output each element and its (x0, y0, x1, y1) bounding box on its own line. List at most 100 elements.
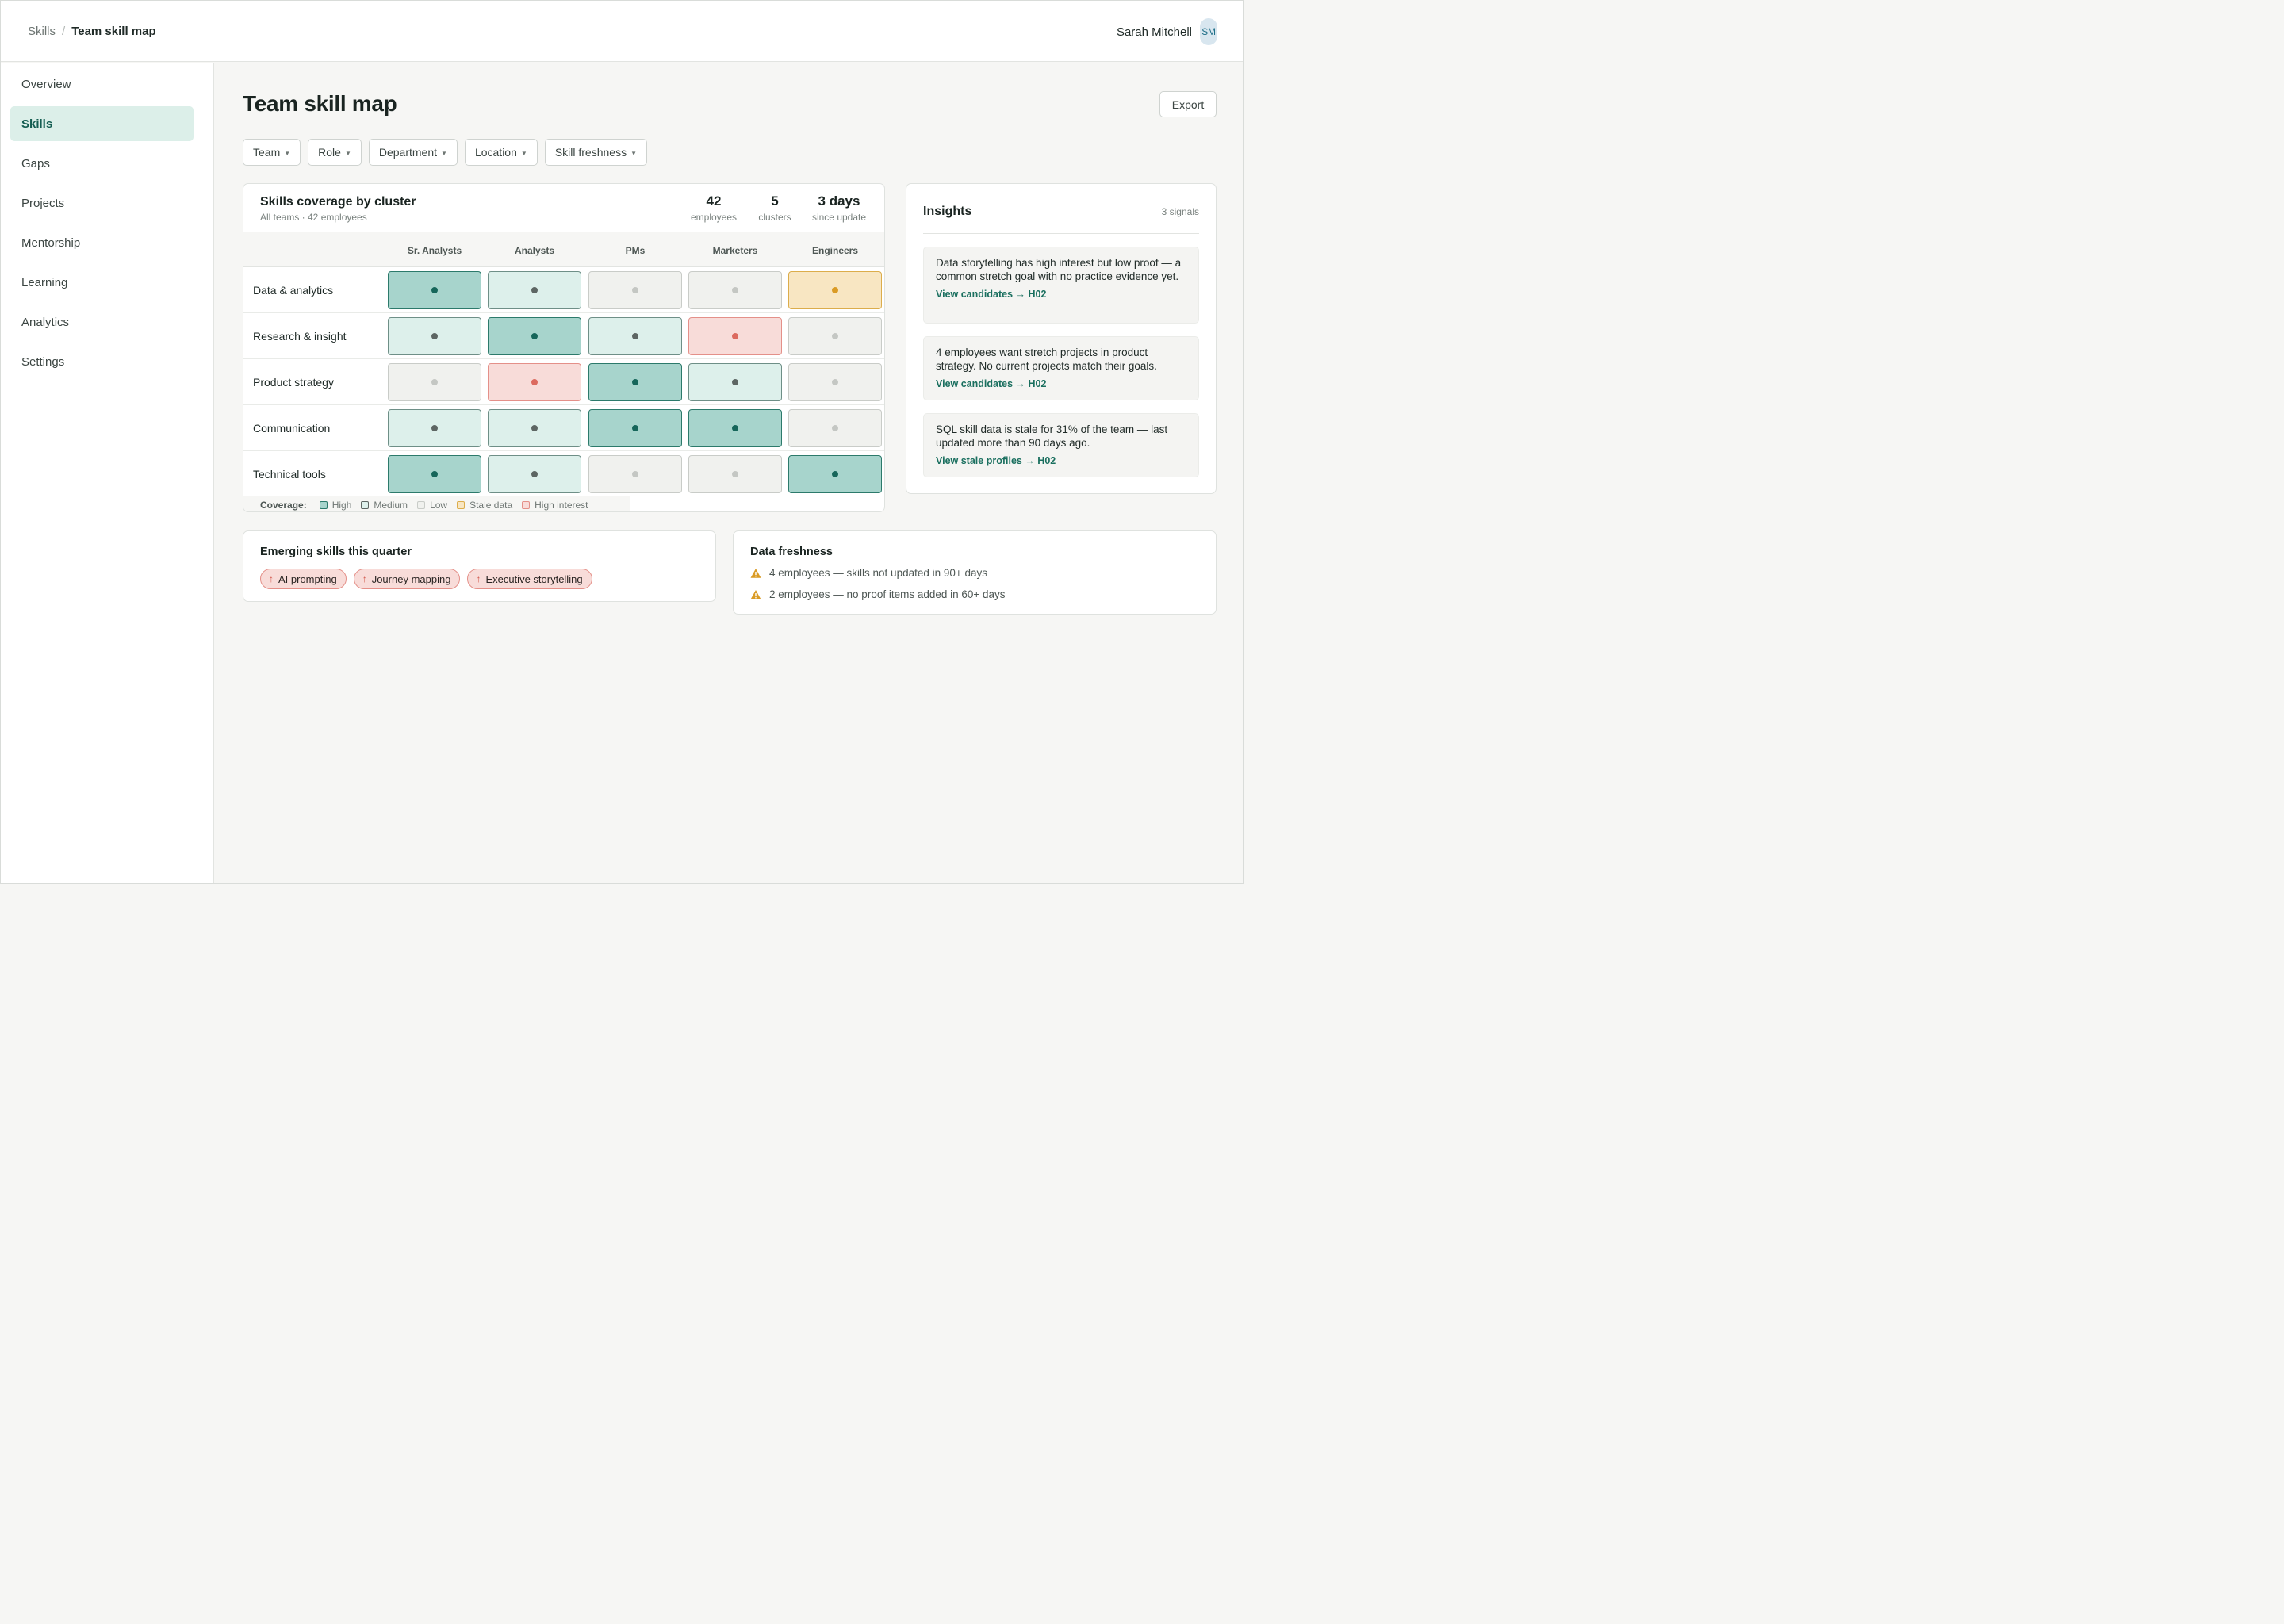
filter-label: Role (318, 146, 341, 159)
sidebar-item-projects[interactable]: Projects (21, 196, 65, 210)
heatmap-row: Data & analytics (243, 267, 884, 313)
sidebar-item-learning[interactable]: Learning (21, 275, 68, 289)
sidebar-item-skills[interactable]: Skills (10, 106, 194, 141)
sidebar-item-analytics[interactable]: Analytics (21, 315, 70, 329)
cell-dot (732, 287, 738, 293)
freshness-item: 4 employees — skills not updated in 90+ … (750, 567, 987, 579)
filter-skill-freshness[interactable]: Skill freshness ▼ (544, 139, 647, 166)
heatmap-cell[interactable] (588, 455, 682, 493)
filter-department[interactable]: Department ▼ (368, 139, 458, 166)
freshness-item: 2 employees — no proof items added in 60… (750, 588, 1006, 600)
heatmap-cell[interactable] (588, 317, 682, 355)
breadcrumb-root-link[interactable]: Skills (28, 25, 56, 38)
heatmap-cell[interactable] (488, 271, 581, 309)
caret-down-icon: ▼ (344, 149, 351, 157)
breadcrumb-current: Team skill map (71, 25, 156, 38)
heatmap-row: Research & insight (243, 313, 884, 359)
filter-label: Skill freshness (554, 146, 627, 159)
heatmap-cell[interactable] (688, 455, 782, 493)
heatmap-cell[interactable] (788, 409, 882, 447)
heatmap-cell[interactable] (388, 409, 481, 447)
top-header: Skills / Team skill map Sarah Mitchell S… (1, 1, 1243, 62)
heatmap-cell[interactable] (788, 363, 882, 401)
heatmap-cell[interactable] (388, 317, 481, 355)
heatmap-row: Product strategy (243, 359, 884, 405)
filter-role[interactable]: Role ▼ (308, 139, 362, 166)
export-button[interactable]: Export (1159, 91, 1217, 117)
stat-clusters: 5 clusters (751, 193, 799, 223)
legend-swatch (417, 500, 426, 509)
heatmap-cell[interactable] (388, 455, 481, 493)
heatmap-cell[interactable] (688, 409, 782, 447)
divider (923, 233, 1199, 234)
cell-dot (632, 379, 638, 385)
legend-item-low: Low (417, 500, 447, 511)
heatmap-cell[interactable] (788, 271, 882, 309)
heatmap-cell[interactable] (688, 271, 782, 309)
heatmap-row: Communication (243, 405, 884, 451)
insights-panel: Insights 3 signals Data storytelling has… (906, 183, 1217, 494)
data-freshness-card: Data freshness 4 employees — skills not … (733, 530, 1217, 615)
filter-location[interactable]: Location ▼ (464, 139, 538, 166)
heatmap-cell[interactable] (588, 363, 682, 401)
stat-value: 42 (706, 193, 722, 209)
heatmap-column-header: Sr. Analysts Analysts PMs Marketers Engi… (243, 232, 884, 267)
view-candidates-link[interactable]: View candidates → H02 (936, 378, 1047, 389)
sidebar-item-overview[interactable]: Overview (21, 77, 71, 91)
sidebar-item-settings[interactable]: Settings (21, 354, 65, 369)
sidebar-item-gaps[interactable]: Gaps (21, 156, 50, 170)
heatmap-cell[interactable] (388, 363, 481, 401)
sidebar: Overview Skills Gaps Projects Mentorship… (1, 63, 214, 883)
legend-label: Coverage: (260, 499, 307, 511)
sidebar-item-mentorship[interactable]: Mentorship (21, 236, 81, 250)
insight-text: 4 employees want stretch projects in pro… (936, 347, 1157, 372)
column-header: Marketers (712, 245, 758, 256)
heatmap-cell[interactable] (488, 317, 581, 355)
stat-since-update: 3 days since update (807, 193, 872, 223)
heatmap-cell[interactable] (488, 409, 581, 447)
insights-count: 3 signals (1161, 206, 1199, 217)
heatmap-cell[interactable] (788, 455, 882, 493)
skills-coverage-card: Skills coverage by cluster All teams · 4… (243, 183, 885, 512)
cell-dot (832, 425, 838, 431)
legend-item-medium: Medium (361, 500, 408, 511)
view-candidates-link[interactable]: View candidates → H02 (936, 289, 1047, 300)
skill-chip[interactable]: ↑ Executive storytelling (467, 569, 592, 589)
insights-title: Insights (923, 205, 972, 218)
heatmap-cell[interactable] (488, 363, 581, 401)
chip-label: Journey mapping (371, 573, 451, 585)
caret-down-icon: ▼ (520, 149, 527, 157)
heatmap-cell[interactable] (688, 363, 782, 401)
skill-chip[interactable]: ↑ Journey mapping (353, 569, 461, 589)
legend-item-high: High (319, 500, 351, 511)
cell-dot (531, 379, 538, 385)
skill-chip[interactable]: ↑ AI prompting (260, 569, 347, 589)
caret-down-icon: ▼ (441, 149, 447, 157)
emerging-title: Emerging skills this quarter (260, 546, 412, 558)
freshness-text: 2 employees — no proof items added in 60… (769, 588, 1006, 600)
heatmap-cell[interactable] (588, 271, 682, 309)
column-header: Analysts (514, 245, 555, 256)
heatmap-cell[interactable] (388, 271, 481, 309)
stat-label: clusters (758, 212, 791, 223)
column-header: Engineers (811, 245, 859, 256)
heatmap-cell[interactable] (688, 317, 782, 355)
row-label: Data & analytics (253, 283, 334, 297)
cell-dot (531, 425, 538, 431)
warning-triangle-icon (750, 589, 761, 599)
heatmap-cell[interactable] (588, 409, 682, 447)
chip-label: Executive storytelling (485, 573, 583, 585)
stat-label: since update (811, 212, 867, 223)
breadcrumb: Skills / Team skill map (28, 25, 156, 38)
cell-dot (832, 287, 838, 293)
view-stale-profiles-link[interactable]: View stale profiles → H02 (936, 455, 1056, 466)
avatar[interactable]: SM (1200, 18, 1217, 45)
filter-team[interactable]: Team ▼ (243, 139, 301, 166)
heatmap-cell[interactable] (788, 317, 882, 355)
cell-dot (632, 425, 638, 431)
insight-card: Data storytelling has high interest but … (923, 247, 1199, 324)
user-menu[interactable]: Sarah Mitchell SM (1117, 18, 1217, 45)
legend-text: Medium (374, 499, 408, 511)
coverage-title: Skills coverage by cluster (260, 195, 416, 209)
heatmap-cell[interactable] (488, 455, 581, 493)
